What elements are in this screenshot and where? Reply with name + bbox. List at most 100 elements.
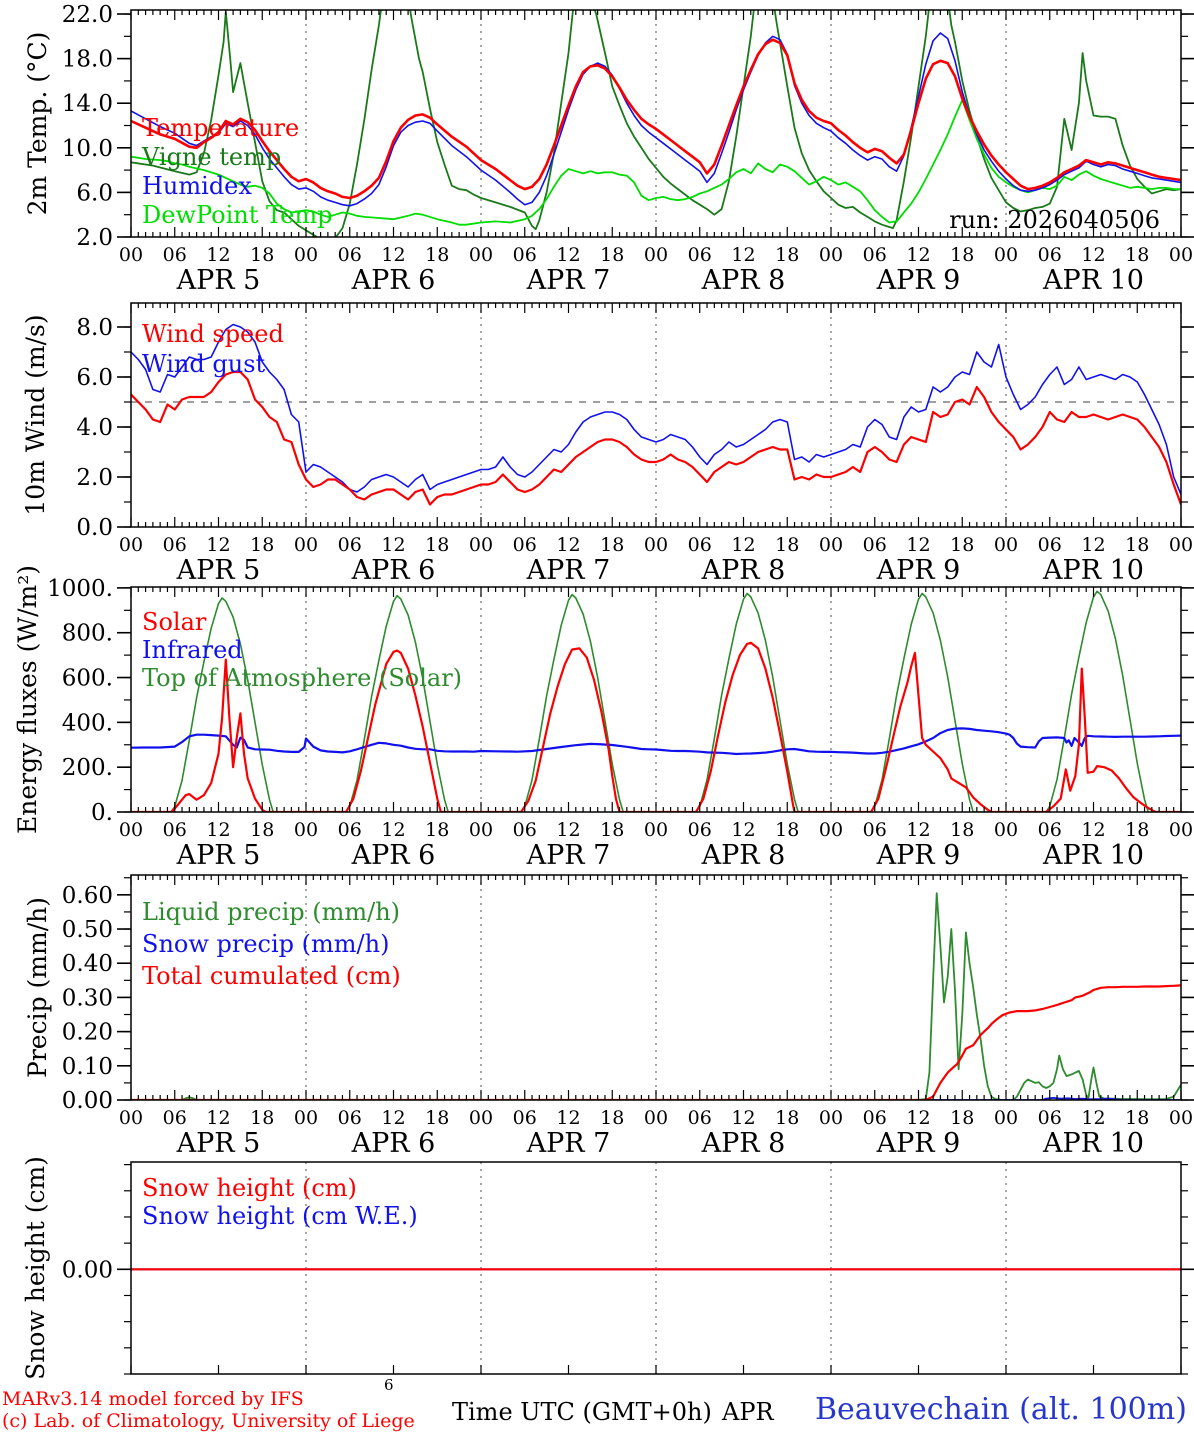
hour-tick-label: 00: [644, 534, 668, 556]
day-label: APR 5: [176, 265, 261, 296]
hour-tick-label: 12: [556, 819, 580, 841]
hour-tick-label: 18: [250, 534, 274, 556]
hour-tick-label: 00: [644, 244, 668, 266]
hour-tick-label: 18: [775, 1107, 799, 1129]
hour-tick-label: 18: [950, 819, 974, 841]
hour-tick-label: 18: [425, 1107, 449, 1129]
hour-tick-label: 06: [863, 244, 887, 266]
day-label: APR 10: [1042, 840, 1144, 871]
series-liquid-precip: [131, 892, 1181, 1100]
hour-tick-label: 12: [556, 1107, 580, 1129]
hour-tick-label: 12: [556, 534, 580, 556]
hour-tick-label: 18: [250, 819, 274, 841]
y-tick-label: 0.60: [62, 883, 113, 909]
hour-tick-label: 06: [513, 244, 537, 266]
y-tick-label: 0.: [91, 800, 113, 826]
hour-tick-label: 00: [644, 819, 668, 841]
hour-tick-label: 12: [556, 244, 580, 266]
series-total-cumulated: [131, 984, 1181, 1100]
hour-tick-label: 00: [294, 819, 318, 841]
legend-energy-1: Infrared: [142, 636, 243, 664]
hour-tick-label: 12: [1081, 819, 1105, 841]
hour-tick-label: 00: [294, 1107, 318, 1129]
hour-tick-label: 06: [338, 1107, 362, 1129]
y-tick-label: 0.0: [76, 515, 113, 541]
hour-tick-label: 00: [294, 244, 318, 266]
hour-tick-label: 00: [819, 244, 843, 266]
day-label: APR 6: [351, 555, 436, 586]
hour-tick-label: 00: [469, 244, 493, 266]
x-ticks: [130, 10, 1182, 237]
day-label: APR 5: [176, 1128, 261, 1159]
y-tick-label: 6.0: [76, 365, 113, 391]
hour-tick-label: 18: [250, 244, 274, 266]
hour-tick-label: 18: [775, 819, 799, 841]
legend-temp-3: DewPoint Temp: [142, 201, 333, 229]
series-wind-speed: [131, 370, 1181, 506]
hour-tick-label: 12: [906, 244, 930, 266]
hour-tick-label: 12: [731, 819, 755, 841]
panel-energy: 0. 200. 400. 600. 800. 1000.Energy fluxes (W/…: [13, 565, 1194, 871]
legend-energy-0: Solar: [142, 608, 207, 636]
y-tick-label: 10.0: [62, 136, 113, 162]
y-tick-label: 1000.: [47, 576, 113, 602]
x-ticks: [130, 875, 1182, 1100]
hour-tick-label: 12: [731, 244, 755, 266]
y-tick-label: 0.00: [62, 1088, 113, 1114]
hour-tick-label: 12: [381, 244, 405, 266]
hour-tick-label: 00: [819, 819, 843, 841]
hour-tick-label: 06: [1038, 1107, 1062, 1129]
hour-tick-label: 18: [1125, 1107, 1149, 1129]
model-credit-line2: (c) Lab. of Climatology, University of L…: [2, 1410, 415, 1432]
day-label: APR 8: [701, 840, 786, 871]
series-top-of-atmosphere: [170, 590, 1149, 812]
hour-tick-label: 06: [163, 819, 187, 841]
y-tick-label: 8.0: [76, 315, 113, 341]
day-label: APR 6: [351, 265, 436, 296]
stray-tick-label: 6: [384, 1376, 394, 1394]
legend-temp-0: Temperature: [142, 114, 299, 142]
hour-tick-label: 18: [1125, 534, 1149, 556]
hour-tick-label: 06: [513, 819, 537, 841]
hour-tick-label: 06: [163, 244, 187, 266]
x-ticks: [130, 303, 1182, 527]
hour-tick-label: 00: [469, 1107, 493, 1129]
hour-tick-label: 12: [906, 819, 930, 841]
hour-tick-label: 12: [381, 534, 405, 556]
hour-tick-label: 00: [1169, 1107, 1193, 1129]
day-label: APR 8: [701, 1128, 786, 1159]
hour-tick-label: 00: [994, 534, 1018, 556]
hour-tick-label: 18: [425, 534, 449, 556]
day-label: APR 6: [351, 840, 436, 871]
hour-tick-label: 00: [119, 534, 143, 556]
hour-tick-label: 12: [906, 534, 930, 556]
hour-tick-label: 00: [469, 534, 493, 556]
panel-precip: 0.00 0.10 0.20 0.30 0.40 0.50 0.60 Precip (mm/h…: [23, 874, 1194, 1159]
day-label: APR 6: [351, 1128, 436, 1159]
series-infrared: [131, 727, 1181, 756]
legend-precip-1: Snow precip (mm/h): [142, 930, 389, 958]
y-tick-label: 600.: [62, 666, 113, 692]
hour-tick-label: 00: [119, 244, 143, 266]
hour-tick-label: 18: [600, 1107, 624, 1129]
legend-temp-1: Vigne temp: [141, 143, 281, 171]
hour-tick-label: 06: [688, 534, 712, 556]
y-tick-label: 0.10: [62, 1054, 113, 1080]
hour-tick-label: 06: [338, 534, 362, 556]
run-label: run: 2026040506: [949, 206, 1160, 234]
day-label: APR 9: [876, 265, 961, 296]
hour-tick-label: 18: [1125, 244, 1149, 266]
legend-wind-0: Wind speed: [142, 320, 284, 348]
y-tick-label: 400.: [62, 710, 113, 736]
y-tick-label: 2.0: [76, 465, 113, 491]
hour-tick-label: 12: [381, 819, 405, 841]
day-label: APR 5: [176, 555, 261, 586]
y-ticks: [117, 877, 1194, 1101]
hour-tick-label: 06: [163, 1107, 187, 1129]
hour-tick-label: 00: [994, 244, 1018, 266]
legend-precip-2: Total cumulated (cm): [142, 962, 401, 990]
hour-tick-label: 12: [206, 244, 230, 266]
hour-tick-label: 06: [513, 1107, 537, 1129]
day-label: APR 8: [701, 265, 786, 296]
hour-tick-label: 18: [600, 244, 624, 266]
